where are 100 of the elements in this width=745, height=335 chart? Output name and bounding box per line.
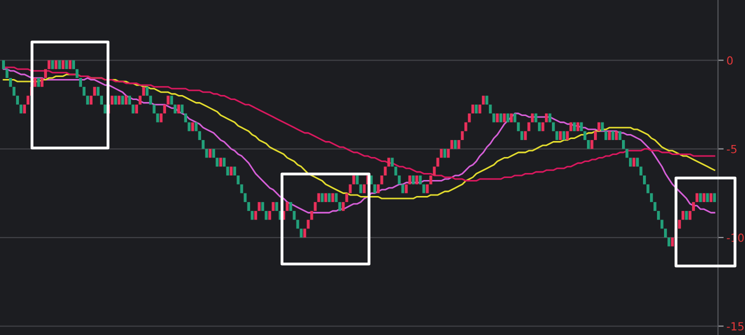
candlestick bbox=[212, 148, 216, 158]
candlestick bbox=[135, 104, 138, 114]
candlestick bbox=[657, 210, 660, 220]
candlestick bbox=[44, 69, 47, 78]
candlestick bbox=[142, 86, 146, 96]
y-tick-label: -5 bbox=[726, 145, 736, 154]
candlestick bbox=[696, 193, 698, 202]
candlestick bbox=[174, 104, 177, 114]
candlestick bbox=[710, 193, 712, 202]
candlestick bbox=[184, 113, 188, 122]
candlestick bbox=[208, 148, 212, 158]
candlestick bbox=[177, 104, 180, 114]
candlestick bbox=[40, 78, 44, 87]
candlestick bbox=[48, 60, 50, 70]
candlestick bbox=[699, 193, 702, 202]
candlestick bbox=[104, 104, 107, 114]
candlestick bbox=[618, 131, 622, 140]
candlestick bbox=[590, 140, 594, 149]
candlestick bbox=[520, 131, 524, 140]
candlestick bbox=[636, 158, 639, 167]
candlestick bbox=[163, 104, 166, 114]
candlestick bbox=[626, 148, 628, 158]
candlestick bbox=[226, 166, 230, 176]
candlestick bbox=[222, 158, 226, 167]
candlestick bbox=[654, 202, 656, 211]
candlestick bbox=[643, 175, 646, 184]
candlestick bbox=[513, 113, 516, 122]
candlestick bbox=[114, 96, 118, 105]
candlestick bbox=[457, 140, 460, 149]
candlestick bbox=[594, 131, 597, 140]
candlestick bbox=[156, 113, 160, 122]
candlestick bbox=[464, 122, 468, 132]
candlestick bbox=[632, 158, 636, 167]
candlestick bbox=[152, 104, 156, 114]
candlestick bbox=[611, 131, 614, 140]
candlestick bbox=[6, 69, 8, 78]
candlestick bbox=[170, 96, 174, 105]
candlestick bbox=[16, 96, 19, 105]
candlestick bbox=[233, 166, 236, 176]
candlestick bbox=[671, 238, 674, 246]
candlestick bbox=[566, 131, 569, 140]
candlestick bbox=[510, 113, 513, 122]
candlestick bbox=[79, 78, 82, 87]
candlestick bbox=[668, 238, 670, 246]
candlestick bbox=[544, 113, 548, 122]
candlestick bbox=[482, 96, 485, 105]
candlestick bbox=[516, 122, 520, 132]
candlestick bbox=[37, 78, 40, 87]
candlestick bbox=[264, 210, 268, 220]
candlestick bbox=[254, 210, 258, 220]
candlestick bbox=[604, 131, 608, 140]
candlestick bbox=[54, 60, 58, 70]
candlestick bbox=[678, 220, 681, 229]
candlestick bbox=[261, 202, 264, 211]
candlestick bbox=[146, 86, 149, 96]
candlestick bbox=[586, 140, 590, 149]
candlestick bbox=[58, 60, 61, 70]
candlestick bbox=[502, 113, 506, 122]
candlestick bbox=[474, 104, 478, 114]
candlestick bbox=[597, 122, 600, 132]
candlestick bbox=[100, 96, 104, 105]
candlestick bbox=[524, 131, 527, 140]
candlestick bbox=[205, 148, 208, 158]
candlestick bbox=[541, 122, 544, 132]
candlestick bbox=[62, 60, 64, 70]
candlestick bbox=[2, 60, 5, 70]
candlestick bbox=[682, 210, 684, 220]
candlestick bbox=[555, 131, 558, 140]
candlestick bbox=[688, 210, 692, 220]
candlestick bbox=[194, 122, 198, 132]
candlestick bbox=[646, 184, 650, 194]
candlestick bbox=[160, 113, 163, 122]
candlestick bbox=[530, 113, 534, 122]
candlestick bbox=[72, 60, 75, 70]
candlestick bbox=[132, 104, 135, 114]
candlestick bbox=[258, 202, 261, 211]
candlestick bbox=[118, 96, 121, 105]
candlestick bbox=[629, 158, 632, 167]
candlestick bbox=[26, 96, 30, 105]
y-tick-label: -15 bbox=[726, 322, 744, 331]
candlestick bbox=[460, 131, 464, 140]
candlestick bbox=[492, 113, 496, 122]
candlestick bbox=[68, 60, 72, 70]
candlestick bbox=[202, 140, 205, 149]
candlestick bbox=[93, 86, 96, 96]
candlestick bbox=[569, 122, 572, 132]
candlestick bbox=[65, 60, 68, 70]
candlestick bbox=[124, 96, 128, 105]
candlestick bbox=[86, 96, 89, 105]
candlestick bbox=[664, 228, 667, 238]
candlestick bbox=[496, 113, 499, 122]
candlestick bbox=[506, 113, 510, 122]
candlestick bbox=[622, 140, 625, 149]
candlestick bbox=[499, 113, 502, 122]
candlestick bbox=[558, 131, 562, 140]
candlestick bbox=[562, 131, 566, 140]
candlestick bbox=[180, 104, 184, 114]
candlestick bbox=[685, 210, 688, 220]
candlestick bbox=[534, 113, 538, 122]
y-tick-label: 0 bbox=[727, 56, 733, 65]
